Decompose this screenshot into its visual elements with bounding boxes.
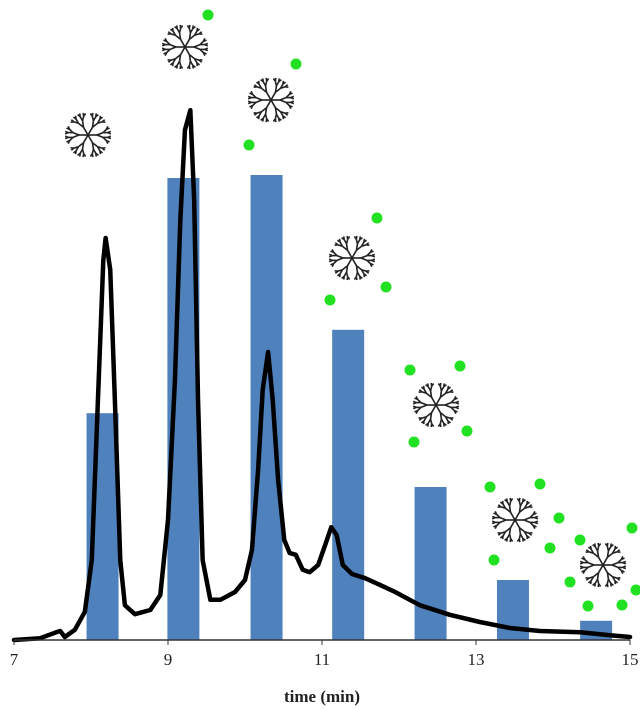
x-tick-label: 9 [164,650,173,669]
dendrimer [64,112,112,158]
bar [414,487,447,640]
chromatogram-line [11,107,633,643]
label-dot [484,481,496,493]
dendrimer [161,24,209,70]
label-dot [202,9,214,21]
dendrimer [491,497,539,543]
x-tick-label: 7 [10,650,19,669]
label-dot [564,576,576,588]
bar [332,329,365,640]
label-dot [408,436,420,448]
dendrimer [412,382,460,428]
label-dot [582,600,594,612]
label-dot [461,425,473,437]
dendrimer-icons [64,9,640,612]
x-tick-label: 11 [314,650,330,669]
x-axis-title: time (min) [284,687,360,706]
plot-area: 7 9 11 13 15 [10,107,639,669]
label-dot [380,281,392,293]
label-dot [534,478,546,490]
label-dot [404,364,416,376]
bar [250,175,283,640]
label-dot [630,584,640,596]
label-dot [488,554,500,566]
label-dot [371,212,383,224]
label-dot [574,534,586,546]
x-tick-label: 15 [622,650,639,669]
label-dot [243,139,255,151]
x-tick-label: 13 [468,650,485,669]
label-dot [553,512,565,524]
dendrimer [328,235,376,281]
label-dot [454,360,466,372]
label-dot [290,58,302,70]
label-dot [626,522,638,534]
dendrimer [579,542,627,588]
label-dot [324,294,336,306]
label-dot [544,542,556,554]
dendrimer [247,77,295,123]
label-dot [616,599,628,611]
